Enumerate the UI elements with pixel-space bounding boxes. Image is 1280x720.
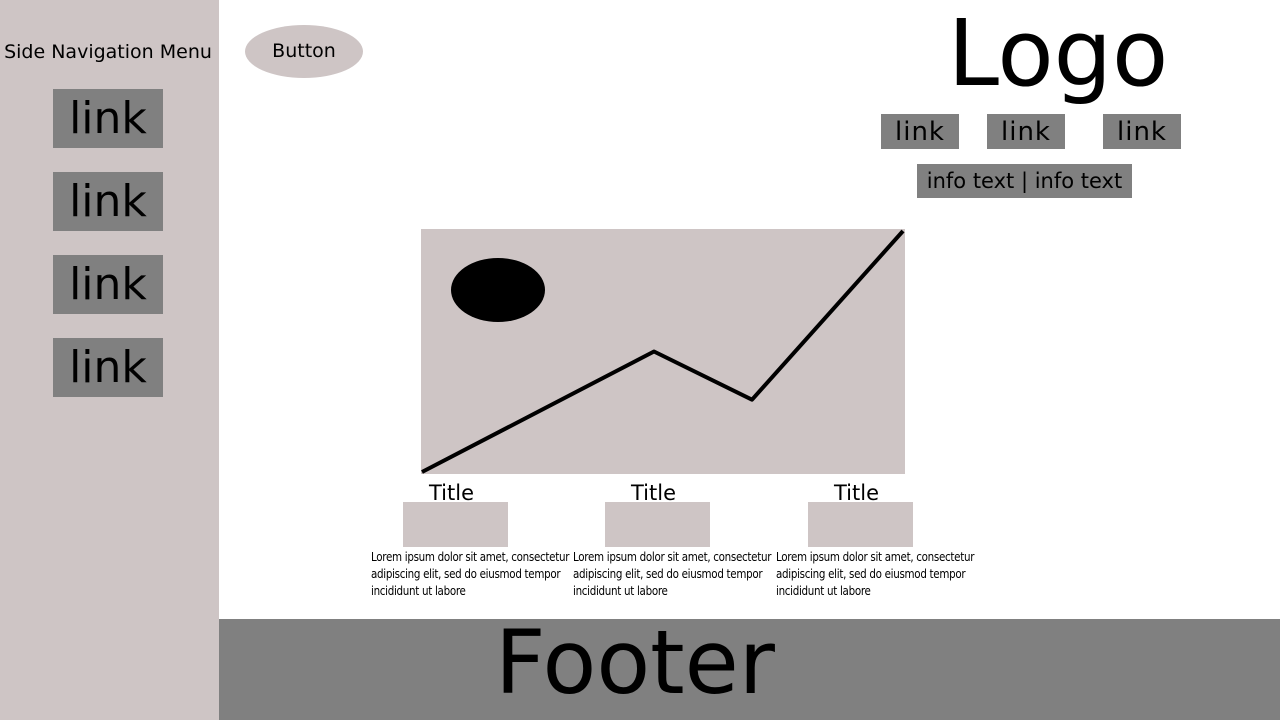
card-description: Lorem ipsum dolor sit amet, consectetur … [776, 550, 975, 598]
side-nav-link-3[interactable]: link [53, 255, 163, 314]
content-card-2: Title Lorem ipsum dolor sit amet, consec… [573, 478, 783, 608]
side-navigation-menu: Side Navigation Menu link link link link [0, 0, 219, 720]
top-nav-link-1[interactable]: link [881, 114, 959, 149]
card-title: Title [631, 481, 677, 505]
card-description: Lorem ipsum dolor sit amet, consectetur … [371, 550, 570, 598]
content-card-1: Title Lorem ipsum dolor sit amet, consec… [371, 478, 581, 608]
side-navigation-title: Side Navigation Menu [4, 41, 212, 63]
hero-image [421, 229, 905, 474]
card-title: Title [834, 481, 880, 505]
side-nav-link-2[interactable]: link [53, 172, 163, 231]
top-nav-link-3[interactable]: link [1103, 114, 1181, 149]
content-card-3: Title Lorem ipsum dolor sit amet, consec… [776, 478, 986, 608]
side-nav-link-4[interactable]: link [53, 338, 163, 397]
logo: Logo [947, 0, 1169, 107]
top-nav-link-2[interactable]: link [987, 114, 1065, 149]
card-title: Title [429, 481, 475, 505]
card-image-placeholder [605, 502, 710, 547]
card-image-placeholder [808, 502, 913, 547]
footer: Footer [219, 613, 1280, 720]
card-image-placeholder [403, 502, 508, 547]
card-description: Lorem ipsum dolor sit amet, consectetur … [573, 550, 772, 598]
sun-icon [451, 258, 545, 322]
top-button[interactable]: Button [245, 25, 363, 78]
trend-line [421, 229, 905, 474]
side-nav-link-1[interactable]: link [53, 89, 163, 148]
info-text: info text | info text [917, 164, 1132, 198]
footer-label: Footer [495, 611, 775, 714]
